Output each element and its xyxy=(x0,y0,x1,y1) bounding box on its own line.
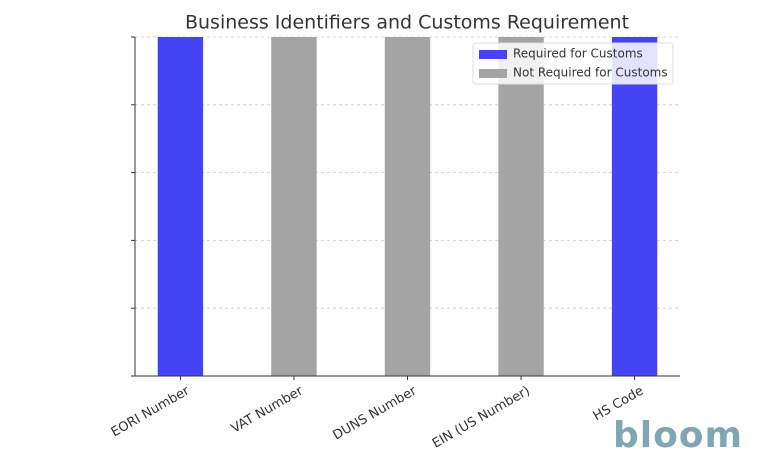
x-tick-label: EIN (US Number) xyxy=(430,384,533,452)
x-tick-label: VAT Number xyxy=(229,383,307,436)
bar xyxy=(271,37,317,376)
chart-title: Business Identifiers and Customs Require… xyxy=(185,12,629,34)
legend-swatch xyxy=(479,69,507,78)
x-tick-label: DUNS Number xyxy=(330,383,419,443)
bar xyxy=(498,37,544,376)
bar xyxy=(611,37,658,376)
legend-swatch xyxy=(479,50,507,59)
legend: Required for Customs Not Required for Cus… xyxy=(472,42,674,85)
bar xyxy=(384,37,431,376)
legend-label: Not Required for Customs xyxy=(513,66,668,80)
legend-label: Required for Customs xyxy=(513,47,643,61)
legend-box xyxy=(472,42,674,85)
bar xyxy=(157,37,204,376)
logo: bloom xyxy=(613,415,743,456)
x-tick-label: EORI Number xyxy=(109,383,193,440)
